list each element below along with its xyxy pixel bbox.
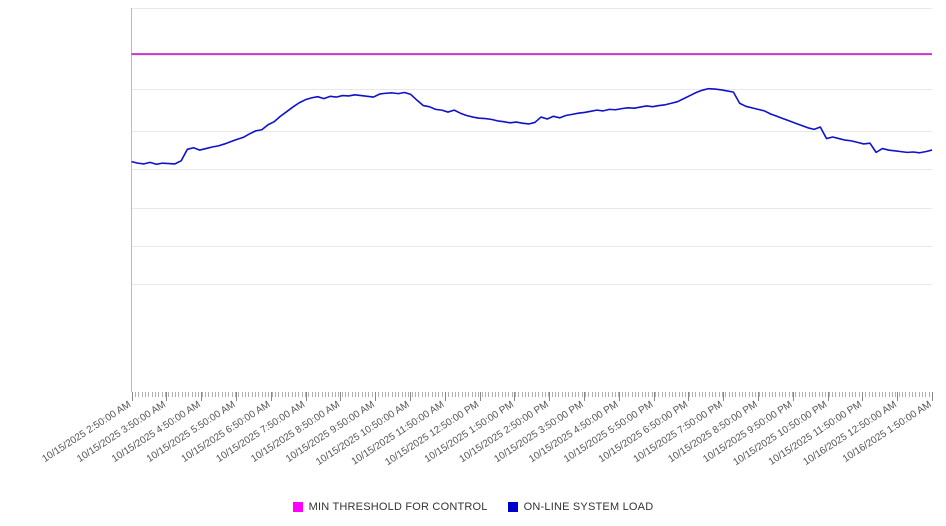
legend-swatch-load [507, 502, 518, 512]
legend-item-load[interactable]: ON-LINE SYSTEM LOAD [507, 501, 654, 513]
legend-label-threshold: MIN THRESHOLD FOR CONTROL [308, 501, 488, 513]
legend-swatch-threshold [292, 502, 303, 512]
load-line [131, 87, 933, 166]
gridlines [131, 8, 932, 285]
x-axis-ticks [132, 392, 933, 401]
legend-label-load: ON-LINE SYSTEM LOAD [523, 501, 654, 513]
load-series [131, 87, 933, 166]
chart-legend: MIN THRESHOLD FOR CONTROL ON-LINE SYSTEM… [0, 496, 946, 518]
legend-item-threshold[interactable]: MIN THRESHOLD FOR CONTROL [292, 501, 488, 513]
